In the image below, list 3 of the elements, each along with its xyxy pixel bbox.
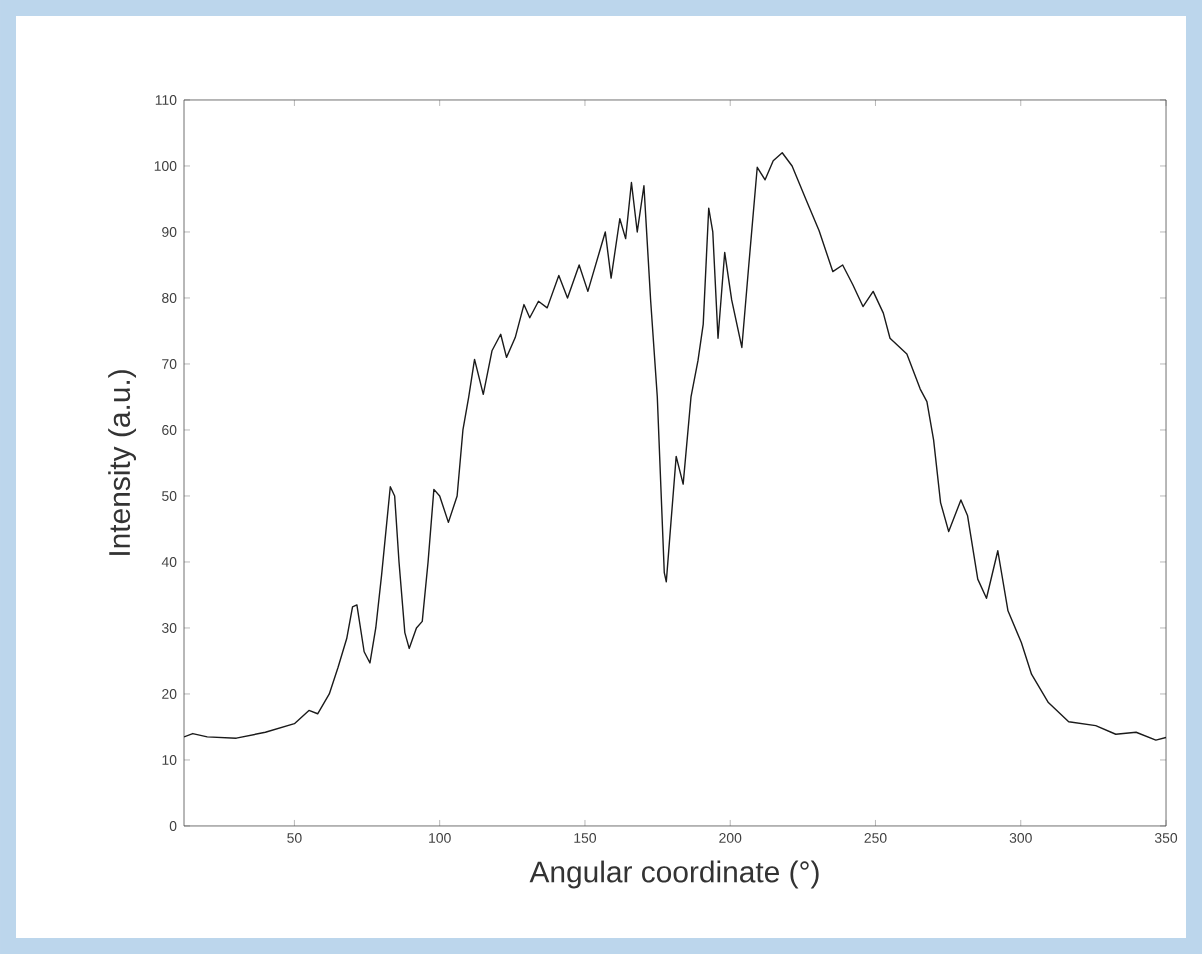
y-axis-title: Intensity (a.u.) [108,370,137,555]
x-axis-title: Angular coordinate (°) [529,860,819,889]
line-series [184,152,1167,741]
